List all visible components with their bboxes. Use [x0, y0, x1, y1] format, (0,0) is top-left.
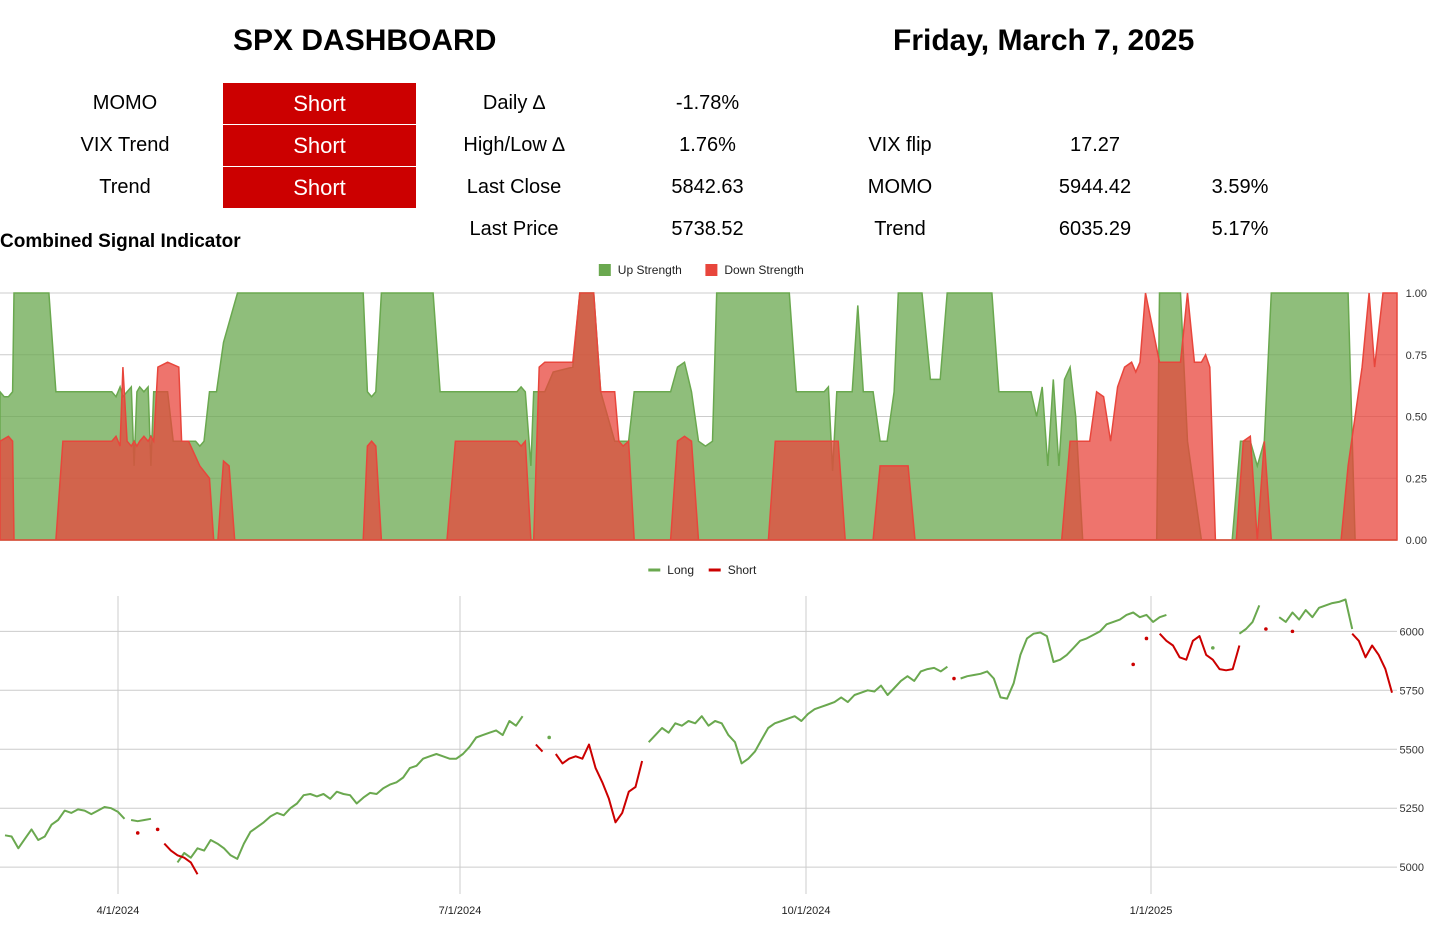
- stat-value-last-price: 5738.52: [671, 218, 744, 240]
- signal-chart-ytick-0: 1.00: [1406, 288, 1427, 300]
- price-chart-point-0-6: [1211, 646, 1215, 650]
- signal-badge-vix-trend: Short: [223, 125, 416, 166]
- signal-chart-ytick-1: 0.75: [1406, 350, 1427, 362]
- spx-price-chart: Long Short 5000 5250 5500 5750 6000 4/1/2024 7…: [0, 563, 1424, 917]
- level-pct-trend: 5.17%: [1211, 218, 1269, 240]
- signal-label-vix-trend: VIX Trend: [80, 134, 170, 156]
- price-chart-line-0-5: [960, 611, 1167, 700]
- price-chart-line-1-3: [535, 743, 544, 753]
- signal-chart-area-1: [0, 292, 1398, 541]
- stat-value-daily-delta: -1.78%: [675, 92, 740, 114]
- stat-label-daily-delta: Daily ∆: [482, 92, 546, 114]
- signal-badge-momo: Short: [223, 83, 416, 124]
- price-chart-line-0-0: [4, 806, 126, 850]
- price-chart-point-1-10: [1290, 629, 1295, 634]
- signal-chart-ytick-3: 0.25: [1406, 473, 1427, 485]
- price-chart-line-1-2: [163, 842, 199, 875]
- signal-chart-ytick-4: 0.00: [1406, 535, 1427, 547]
- level-value-vix-flip: 17.27: [1069, 134, 1121, 156]
- signal-chart-legend-label-1: Down Strength: [724, 263, 803, 277]
- signal-label-momo: MOMO: [92, 92, 158, 114]
- price-chart-line-1-8: [1158, 633, 1241, 672]
- price-chart-xtick-2: 10/1/2024: [782, 905, 831, 917]
- stat-label-high-low-delta: High/Low ∆: [463, 134, 565, 156]
- report-date: Friday, March 7, 2025: [893, 24, 1195, 57]
- price-chart-point-1-6: [1131, 662, 1135, 667]
- price-chart-ytick-2: 5500: [1400, 744, 1424, 756]
- signal-badge-trend: Short: [223, 167, 416, 208]
- price-chart-line-0-7: [1238, 605, 1261, 635]
- price-chart-line-0-1: [130, 817, 152, 823]
- price-chart-point-1-7: [1144, 636, 1149, 641]
- price-chart-legend-label-1: Short: [728, 563, 757, 577]
- stat-value-last-close: 5842.63: [671, 176, 744, 198]
- stat-label-last-price: Last Price: [469, 218, 559, 240]
- stat-value-high-low-delta: 1.76%: [679, 134, 736, 156]
- level-pct-momo: 3.59%: [1211, 176, 1269, 198]
- section-title: Combined Signal Indicator: [0, 231, 241, 252]
- price-chart-line-1-11: [1351, 633, 1393, 693]
- price-chart-xtick-1: 7/1/2024: [439, 905, 482, 917]
- level-label-trend: Trend: [874, 218, 926, 240]
- price-chart-point-1-1: [155, 827, 160, 832]
- level-label-vix-flip: VIX flip: [868, 134, 932, 156]
- signal-strength-chart: Up Strength Down Strength 1.00 0.75 0.50 0.2…: [0, 263, 1427, 547]
- price-chart-xtick-0: 4/1/2024: [97, 905, 140, 917]
- price-chart-line-0-4: [647, 665, 948, 765]
- price-chart-point-1-0: [135, 831, 140, 835]
- level-label-momo: MOMO: [867, 176, 933, 198]
- price-chart-point-0-3: [547, 735, 551, 740]
- price-chart-ytick-0: 5000: [1400, 862, 1424, 874]
- price-chart-line-1-4: [554, 743, 644, 824]
- price-chart-ytick-4: 6000: [1400, 626, 1424, 638]
- price-chart-line-0-2: [176, 715, 524, 863]
- price-chart-line-0-8: [1278, 598, 1354, 630]
- signal-chart-legend-label-0: Up Strength: [618, 263, 682, 277]
- page-title: SPX DASHBOARD: [233, 24, 497, 57]
- price-chart-legend-label-0: Long: [667, 563, 694, 577]
- price-chart-ytick-1: 5250: [1400, 803, 1424, 815]
- signal-chart-legend-swatch-0: [598, 264, 611, 276]
- signal-chart-legend-swatch-1: [705, 264, 718, 276]
- signal-label-trend: Trend: [99, 176, 151, 198]
- level-value-trend: 6035.29: [1058, 218, 1132, 240]
- price-chart-point-1-5: [952, 676, 956, 681]
- stat-label-last-close: Last Close: [466, 176, 562, 198]
- price-chart-point-1-9: [1264, 627, 1268, 631]
- signal-chart-ytick-2: 0.50: [1406, 412, 1427, 424]
- price-chart-xtick-3: 1/1/2025: [1130, 905, 1173, 917]
- price-chart-ytick-3: 5750: [1400, 685, 1424, 697]
- level-value-momo: 5944.42: [1058, 176, 1132, 198]
